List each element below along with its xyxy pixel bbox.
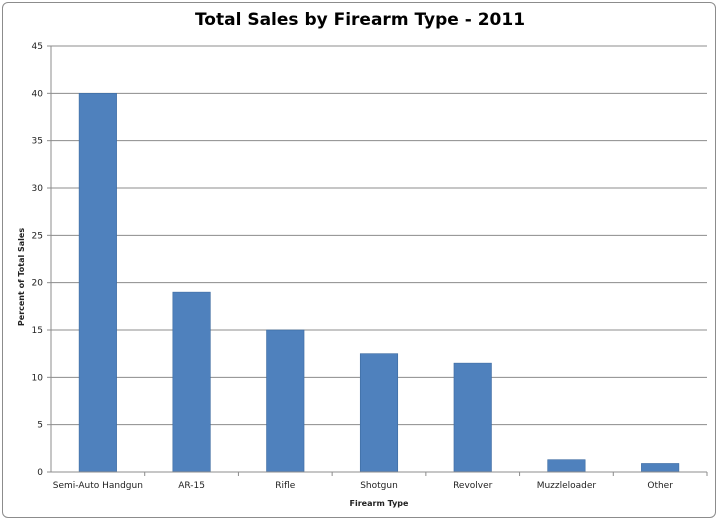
x-tick-label: Shotgun bbox=[360, 481, 398, 491]
x-tick-label: Revolver bbox=[453, 481, 493, 491]
x-tick-label: AR-15 bbox=[178, 481, 205, 491]
y-tick-label: 10 bbox=[32, 373, 44, 383]
y-tick-label: 15 bbox=[32, 326, 43, 336]
chart-title: Total Sales by Firearm Type - 2011 bbox=[194, 10, 526, 30]
bar-muzzleloader bbox=[547, 459, 586, 473]
x-tick-label: Other bbox=[647, 481, 673, 491]
y-axis-title: Percent of Total Sales bbox=[17, 228, 26, 326]
axes bbox=[47, 45, 708, 476]
y-tick-label: 45 bbox=[32, 42, 43, 52]
x-tick-label: Rifle bbox=[275, 481, 295, 491]
x-tick-label: Semi-Auto Handgun bbox=[53, 481, 143, 491]
bar-series bbox=[78, 93, 680, 473]
y-tick-label: 35 bbox=[32, 137, 43, 147]
bar-other bbox=[641, 463, 680, 473]
y-tick-label: 0 bbox=[37, 468, 43, 478]
y-tick-label: 25 bbox=[32, 231, 43, 241]
x-tick-label: Muzzleloader bbox=[537, 481, 597, 491]
tick-labels: 0 5 10 15 20 25 30 35 40 45 Semi-Auto Handgun AR-15… bbox=[32, 42, 674, 491]
y-tick-label: 40 bbox=[32, 89, 44, 99]
bar-semi-auto-handgun bbox=[78, 93, 117, 473]
x-axis-title: Firearm Type bbox=[350, 499, 409, 508]
y-tick-label: 5 bbox=[37, 421, 43, 431]
bar-rifle bbox=[266, 329, 305, 473]
bar-shotgun bbox=[359, 353, 399, 473]
bar-ar-15 bbox=[172, 291, 211, 473]
gridlines bbox=[51, 45, 707, 426]
y-tick-label: 30 bbox=[32, 184, 44, 194]
bar-revolver bbox=[453, 362, 492, 473]
y-tick-label: 20 bbox=[32, 279, 44, 289]
